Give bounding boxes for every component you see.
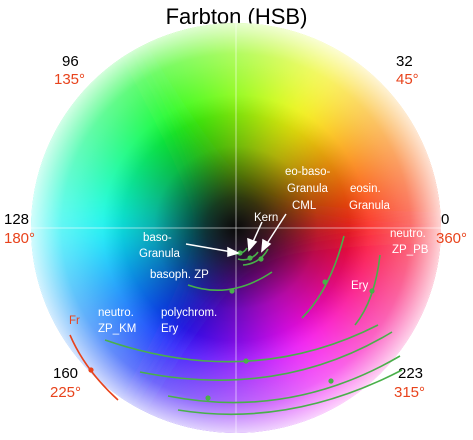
arc-basoph-zp: [187, 271, 273, 291]
label-polychrom-ery: Ery: [161, 323, 179, 335]
label-128: 128: [4, 211, 29, 228]
label-eo-baso: eo-baso-: [285, 166, 331, 178]
label-baso-granula: Granula: [139, 248, 181, 260]
label-225deg: 225°: [50, 384, 81, 401]
label-neutro-km: neutro.: [98, 307, 134, 319]
arc-fr-marker: [88, 367, 94, 373]
label-96: 96: [62, 53, 79, 70]
arc-ery-outer2: [177, 369, 403, 416]
label-eo-baso-granula: Granula: [287, 183, 329, 195]
label-neutro-pb: neutro.: [390, 228, 426, 240]
label-223: 223: [398, 365, 423, 382]
label-basoph-zp: basoph. ZP: [150, 269, 209, 281]
pointer-arrows: [185, 213, 287, 258]
label-0: 0: [441, 211, 449, 228]
label-eosin: eosin.: [350, 183, 381, 195]
label-160: 160: [53, 365, 78, 382]
label-kern: Kern: [254, 212, 278, 224]
label-polychrom: polychrom.: [161, 307, 217, 319]
label-ery: Ery: [351, 280, 369, 292]
label-fr: Fr: [69, 315, 80, 327]
label-zp-km: ZP_KM: [98, 323, 136, 335]
arc-markers: [205, 250, 375, 401]
label-45deg: 45°: [396, 71, 419, 88]
label-baso: baso-: [143, 232, 172, 244]
label-eosin-granula: Granula: [349, 200, 391, 212]
arc-neutro-pb: [354, 254, 381, 326]
label-cml: CML: [292, 200, 317, 212]
label-135deg: 135°: [54, 71, 85, 88]
label-zp-pb: ZP_PB: [392, 244, 429, 256]
label-360deg: 360°: [436, 230, 467, 247]
label-315deg: 315°: [394, 384, 425, 401]
label-32: 32: [396, 53, 413, 70]
label-180deg: 180°: [4, 230, 35, 247]
arc-ery-outer: [167, 355, 401, 404]
arc-eo-baso: [242, 248, 269, 266]
arc-polychrom: [139, 331, 393, 381]
